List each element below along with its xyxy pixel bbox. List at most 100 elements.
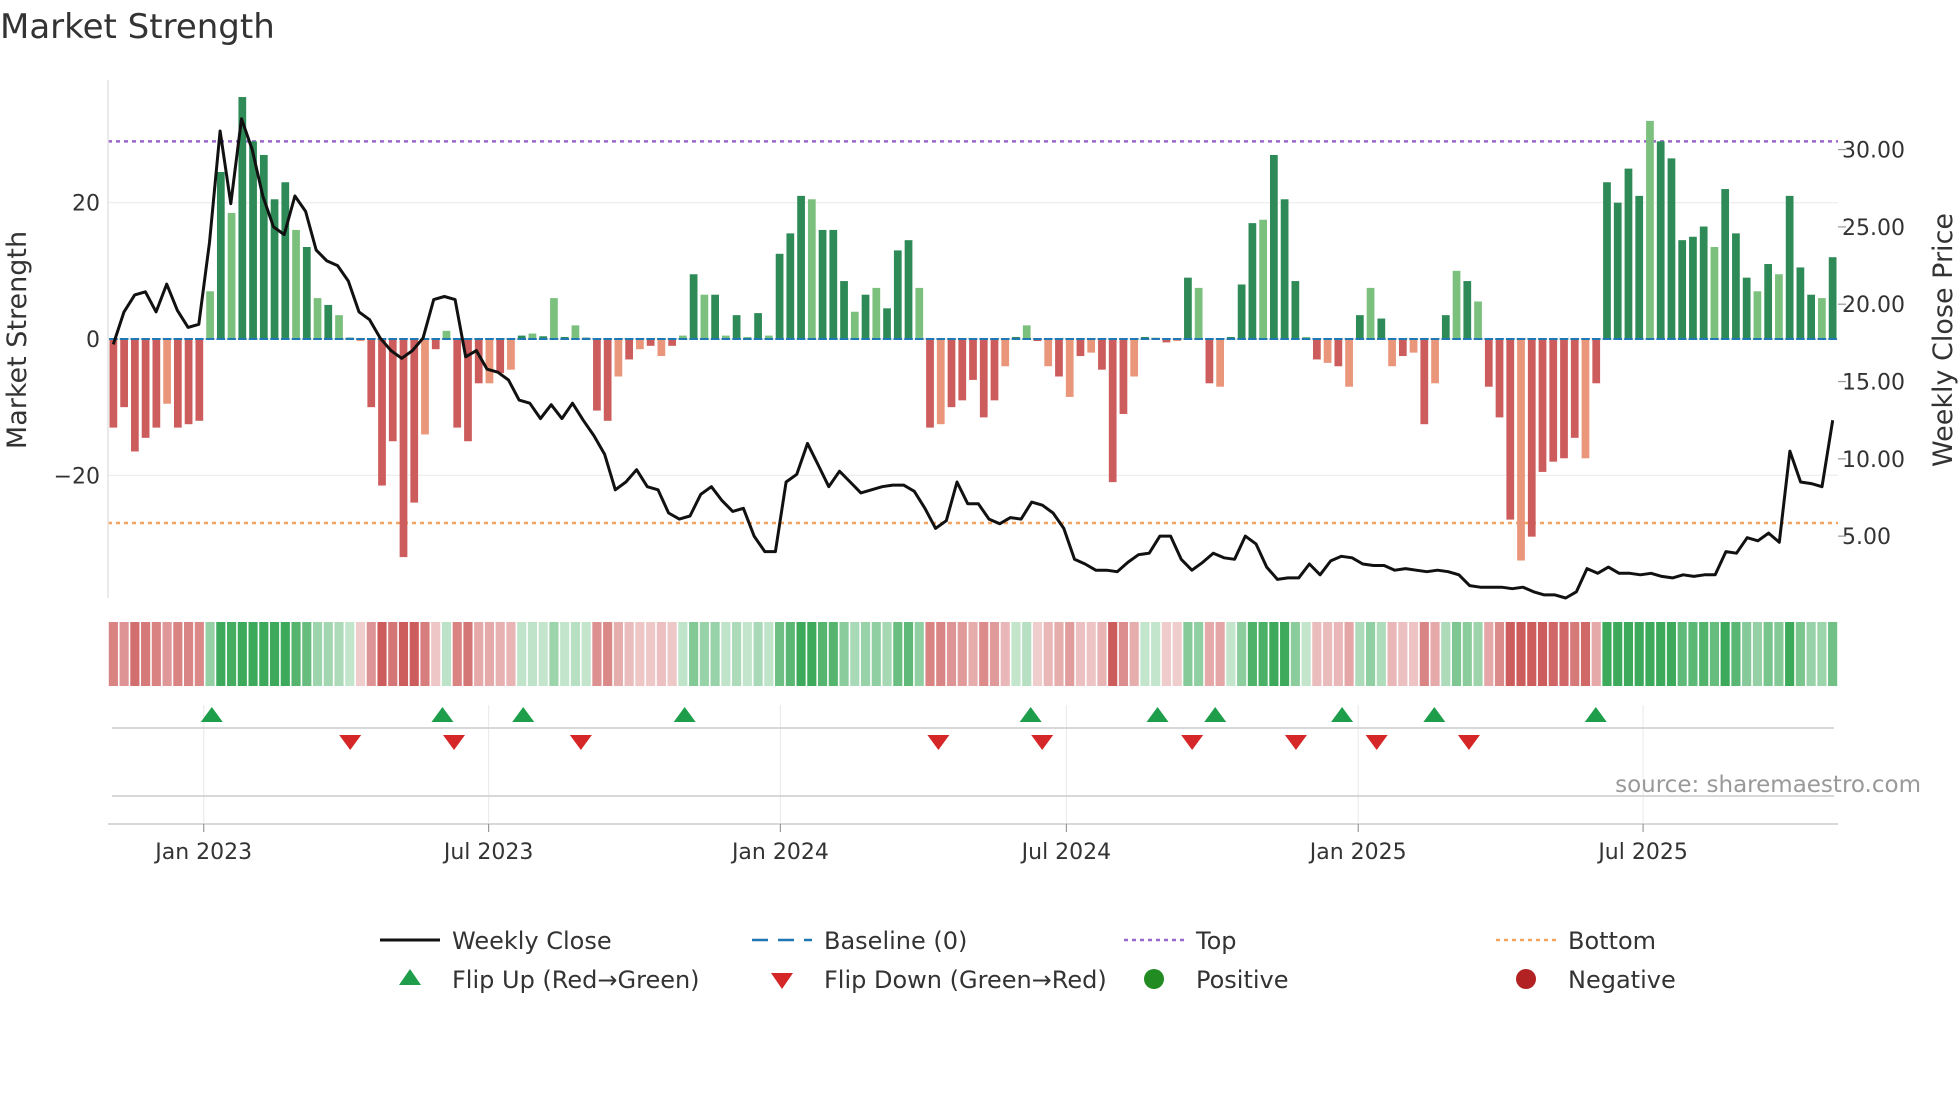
strength-bar [990, 339, 999, 401]
strength-bar [764, 335, 773, 339]
strength-bar [1130, 339, 1139, 377]
flip-down-marker [1284, 735, 1307, 750]
strength-bar [173, 339, 182, 428]
heat-cell [1817, 622, 1827, 686]
heat-cell [1108, 622, 1118, 686]
heat-cell [1097, 622, 1107, 686]
heat-cell [1774, 622, 1784, 686]
strength-bar [1646, 120, 1654, 339]
strength-bar [1312, 339, 1321, 360]
strength-bar [1280, 199, 1289, 339]
heat-cell [1742, 622, 1752, 686]
strength-bar [1141, 336, 1149, 339]
strength-bar [872, 287, 881, 339]
flip-up-marker [1146, 707, 1169, 722]
legend-label: Negative [1568, 966, 1676, 994]
strength-bar [259, 154, 268, 339]
heat-cell [527, 622, 538, 686]
strength-bar [163, 339, 171, 404]
heat-cell [828, 622, 838, 686]
heat-cell [141, 622, 151, 686]
strength-bar [1592, 339, 1601, 384]
heat-cell [1000, 622, 1010, 686]
strength-bar [1012, 336, 1020, 339]
strength-bar [1699, 226, 1708, 339]
strength-bar [786, 233, 795, 339]
strength-bar [1173, 339, 1182, 342]
strength-bar [1398, 339, 1407, 357]
heat-cell [409, 622, 419, 686]
strength-bar [1098, 339, 1106, 370]
legend-label: Baseline (0) [824, 927, 967, 955]
heat-cell [205, 622, 215, 686]
strength-bar [1560, 339, 1568, 459]
heat-cell [656, 622, 666, 686]
heat-cell [1527, 622, 1537, 686]
strength-bar [646, 339, 655, 346]
strength-bar [1033, 339, 1042, 342]
heat-cell [667, 622, 677, 686]
strength-bar [926, 339, 934, 428]
heat-cell [1451, 622, 1462, 686]
x-tick-label: Jan 2024 [730, 840, 829, 865]
strength-bar [593, 339, 601, 411]
heat-cell [871, 622, 881, 686]
heat-cell [441, 622, 452, 686]
heat-cell [1580, 622, 1591, 686]
strength-bar [528, 333, 537, 339]
strength-bar [367, 339, 376, 408]
flip-up-marker [1331, 707, 1354, 722]
strength-bar [668, 339, 676, 346]
heat-cell [1387, 622, 1397, 686]
x-tick-label: Jan 2023 [153, 840, 252, 865]
strength-bar [216, 172, 225, 339]
heat-cell [1086, 622, 1096, 686]
heat-cell [903, 622, 914, 686]
strength-bar [904, 240, 913, 339]
heat-cell [1699, 622, 1709, 686]
heat-cell [560, 622, 570, 686]
heat-cell [184, 622, 194, 686]
heat-cell [1215, 622, 1225, 686]
heat-cell [1677, 622, 1687, 686]
heat-cell [1709, 622, 1720, 686]
heat-cell [1204, 622, 1214, 686]
y-tick-right: 5.00 [1842, 525, 1891, 550]
heat-cell [1505, 622, 1515, 686]
strength-bar [1377, 318, 1386, 339]
legend: Weekly Close Baseline (0) Top Bottom Flip Up… [380, 927, 1676, 994]
strength-bar [1635, 195, 1644, 339]
legend-label: Flip Up (Red→Green) [452, 966, 700, 994]
legend-label: Top [1195, 927, 1237, 955]
strength-bar [571, 325, 580, 339]
axes: 20 0 −20 30.00 25.00 20.00 15.00 10.00 5.00 Jan 2… [54, 80, 1905, 865]
y-axis-right-title: Weekly Close Price [1928, 213, 1959, 467]
heat-cell [1194, 622, 1204, 686]
strength-bar [1538, 339, 1547, 472]
strength-bar [1087, 339, 1096, 353]
strength-bar [721, 335, 730, 339]
price-series [111, 117, 1835, 600]
legend-swatch [1516, 969, 1536, 989]
strength-bar [1828, 257, 1837, 339]
flip-down-marker [1181, 735, 1204, 750]
strength-bar [238, 97, 247, 339]
heat-cell [1183, 622, 1193, 686]
strength-bar [1302, 336, 1310, 339]
strength-bar [1603, 182, 1611, 339]
strength-bar [1775, 274, 1783, 339]
strength-bar [324, 304, 333, 339]
heat-cell [463, 622, 473, 686]
strength-bar [1732, 233, 1740, 339]
heat-cell [1032, 622, 1043, 686]
strength-bar [1001, 339, 1010, 367]
heat-cell [979, 622, 989, 686]
heat-cell [1828, 622, 1838, 686]
strength-bar [915, 287, 924, 339]
strength-bar [1248, 223, 1257, 339]
heat-cell [1494, 622, 1505, 686]
strength-bar [657, 339, 666, 357]
strength-bar [1495, 339, 1504, 418]
strength-bar [442, 330, 451, 339]
strength-bar [979, 339, 988, 418]
